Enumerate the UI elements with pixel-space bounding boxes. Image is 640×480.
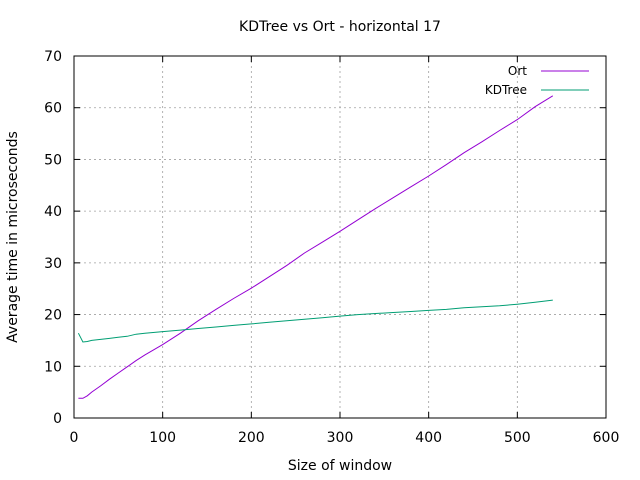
x-tick-label: 500 (504, 430, 531, 446)
chart-title: KDTree vs Ort - horizontal 17 (239, 19, 441, 35)
x-tick-label: 600 (593, 430, 620, 446)
y-tick-label: 20 (44, 308, 62, 324)
legend-label-kdtree: KDTree (485, 83, 527, 97)
y-tick-label: 40 (44, 204, 62, 220)
x-tick-label: 400 (415, 430, 442, 446)
y-tick-label: 30 (44, 256, 62, 272)
y-tick-label: 50 (44, 152, 62, 168)
x-tick-label: 0 (70, 430, 79, 446)
legend-label-ort: Ort (508, 64, 527, 78)
x-tick-label: 300 (327, 430, 354, 446)
x-axis-label: Size of window (288, 458, 392, 474)
series-line-ort (78, 95, 554, 399)
series-line-kdtree (77, 299, 553, 343)
series-layer (77, 95, 554, 399)
x-tick-label: 100 (149, 430, 176, 446)
axis-ticks: 0 100 200 300 400 500 600 0 10 20 30 40 50 60 70 (44, 49, 619, 446)
y-tick-label: 70 (44, 49, 62, 65)
legend: Ort KDTree (485, 64, 589, 97)
y-tick-label: 0 (53, 411, 62, 427)
x-tick-label: 200 (238, 430, 265, 446)
y-tick-label: 60 (44, 101, 62, 117)
grid (74, 56, 606, 418)
y-axis-label: Average time in microseconds (5, 131, 21, 343)
y-tick-label: 10 (44, 359, 62, 375)
